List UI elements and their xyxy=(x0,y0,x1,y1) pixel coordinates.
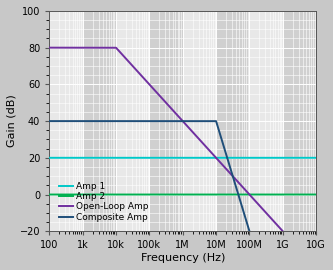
Composite Amp xyxy=(58,120,62,123)
Composite Amp xyxy=(49,120,53,123)
Composite Amp xyxy=(63,120,67,123)
Amp 2 xyxy=(49,193,53,196)
Amp 2 xyxy=(314,193,318,196)
Composite Amp xyxy=(178,120,182,123)
Amp 2 xyxy=(47,193,51,196)
Composite Amp xyxy=(47,120,51,123)
Line: Open-Loop Amp: Open-Loop Amp xyxy=(49,48,316,268)
Line: Composite Amp: Composite Amp xyxy=(49,121,316,270)
Amp 1 xyxy=(58,156,62,159)
Bar xyxy=(183,11,216,231)
Amp 1 xyxy=(100,156,104,159)
Amp 1 xyxy=(47,156,51,159)
Amp 2 xyxy=(58,193,62,196)
Open-Loop Amp xyxy=(47,46,51,49)
Open-Loop Amp xyxy=(178,116,182,119)
Bar xyxy=(216,11,249,231)
Bar xyxy=(283,11,316,231)
Bar xyxy=(49,11,83,231)
Y-axis label: Gain (dB): Gain (dB) xyxy=(7,95,17,147)
X-axis label: Frequency (Hz): Frequency (Hz) xyxy=(141,253,225,263)
Bar xyxy=(83,11,116,231)
Amp 1 xyxy=(178,156,182,159)
Open-Loop Amp xyxy=(63,46,67,49)
Bar xyxy=(249,11,283,231)
Amp 2 xyxy=(100,193,104,196)
Amp 1 xyxy=(49,156,53,159)
Amp 1 xyxy=(63,156,67,159)
Amp 1 xyxy=(300,156,304,159)
Bar xyxy=(116,11,149,231)
Amp 2 xyxy=(178,193,182,196)
Amp 2 xyxy=(300,193,304,196)
Open-Loop Amp xyxy=(300,251,304,254)
Open-Loop Amp xyxy=(49,46,53,49)
Open-Loop Amp xyxy=(314,266,318,269)
Open-Loop Amp xyxy=(100,46,104,49)
Bar xyxy=(149,11,183,231)
Amp 1 xyxy=(314,156,318,159)
Open-Loop Amp xyxy=(58,46,62,49)
Composite Amp xyxy=(100,120,104,123)
Amp 2 xyxy=(63,193,67,196)
Legend: Amp 1, Amp 2, Open-Loop Amp, Composite Amp: Amp 1, Amp 2, Open-Loop Amp, Composite A… xyxy=(56,179,152,225)
